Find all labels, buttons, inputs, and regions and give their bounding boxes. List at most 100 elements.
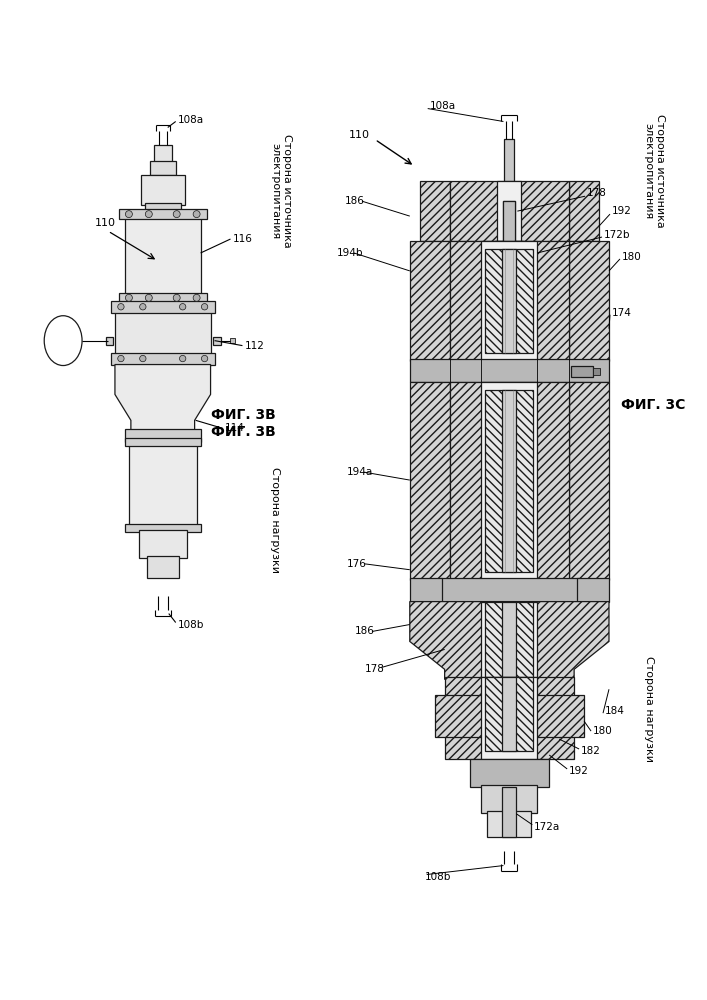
- Text: 178: 178: [587, 188, 607, 198]
- Text: ФИГ. 3С: ФИГ. 3С: [621, 398, 685, 412]
- Bar: [504, 139, 515, 201]
- Bar: [486, 249, 533, 353]
- Polygon shape: [496, 201, 523, 241]
- Bar: [125, 524, 201, 532]
- Bar: [410, 359, 609, 382]
- Bar: [139, 530, 187, 558]
- Circle shape: [180, 304, 186, 310]
- Text: 110: 110: [349, 130, 370, 140]
- Bar: [450, 181, 569, 241]
- Text: Сторона нагрузки: Сторона нагрузки: [644, 656, 654, 762]
- Bar: [420, 181, 450, 241]
- Bar: [410, 241, 450, 361]
- Bar: [486, 390, 533, 572]
- Circle shape: [146, 211, 152, 218]
- Bar: [503, 602, 516, 679]
- Bar: [503, 201, 515, 241]
- Bar: [481, 241, 537, 361]
- Bar: [125, 438, 201, 446]
- Bar: [503, 787, 516, 837]
- Bar: [593, 368, 600, 375]
- Text: 186: 186: [345, 196, 365, 206]
- Text: 108b: 108b: [177, 620, 204, 630]
- Text: ФИГ. 3В: ФИГ. 3В: [211, 425, 275, 439]
- Text: 174: 174: [612, 308, 632, 318]
- Bar: [119, 209, 206, 219]
- Text: 116: 116: [233, 234, 252, 244]
- Bar: [154, 145, 172, 163]
- Bar: [481, 602, 537, 679]
- Bar: [577, 578, 609, 602]
- Bar: [503, 677, 516, 751]
- Circle shape: [193, 211, 200, 218]
- Bar: [469, 759, 549, 787]
- Text: 192: 192: [612, 206, 632, 216]
- Bar: [150, 161, 176, 175]
- Bar: [569, 181, 599, 241]
- Bar: [435, 695, 584, 737]
- Text: 108a: 108a: [430, 101, 456, 111]
- Circle shape: [146, 294, 152, 301]
- Text: 108a: 108a: [177, 115, 204, 125]
- Text: Сторона нагрузки: Сторона нагрузки: [270, 467, 281, 573]
- Bar: [410, 578, 442, 602]
- Circle shape: [140, 304, 146, 310]
- Text: 178: 178: [365, 664, 385, 674]
- Text: 194a: 194a: [347, 467, 373, 477]
- Bar: [569, 382, 609, 580]
- Text: Сторона источника
электропитания: Сторона источника электропитания: [644, 114, 665, 228]
- Polygon shape: [410, 602, 609, 679]
- Bar: [141, 175, 185, 205]
- Bar: [125, 429, 201, 442]
- Bar: [119, 293, 206, 303]
- Bar: [450, 241, 569, 361]
- Bar: [481, 677, 537, 759]
- Bar: [230, 338, 235, 343]
- Circle shape: [193, 294, 200, 301]
- Bar: [115, 303, 211, 365]
- Bar: [498, 181, 521, 241]
- Text: 192: 192: [569, 766, 589, 776]
- Bar: [445, 677, 574, 759]
- Circle shape: [125, 211, 132, 218]
- Circle shape: [118, 304, 124, 310]
- Bar: [503, 390, 516, 572]
- Circle shape: [173, 211, 180, 218]
- Circle shape: [201, 355, 208, 362]
- Bar: [571, 366, 593, 377]
- Text: 114: 114: [225, 423, 245, 433]
- Bar: [440, 578, 579, 602]
- Bar: [111, 301, 214, 313]
- Text: 172b: 172b: [604, 230, 631, 240]
- Text: 180: 180: [622, 252, 642, 262]
- Bar: [147, 556, 179, 578]
- Bar: [481, 382, 537, 580]
- Bar: [569, 241, 609, 361]
- Circle shape: [125, 294, 132, 301]
- Bar: [487, 811, 531, 837]
- Text: 184: 184: [605, 706, 625, 716]
- Circle shape: [118, 355, 124, 362]
- Bar: [503, 249, 516, 353]
- Bar: [450, 382, 569, 580]
- Text: 110: 110: [95, 218, 115, 228]
- Bar: [481, 785, 537, 813]
- Text: 112: 112: [245, 341, 264, 351]
- Bar: [486, 602, 533, 679]
- Text: Сторона источника
электропитания: Сторона источника электропитания: [270, 134, 292, 248]
- Bar: [111, 353, 214, 365]
- Circle shape: [201, 304, 208, 310]
- Text: 180: 180: [593, 726, 613, 736]
- Text: 108b: 108b: [425, 872, 451, 882]
- Text: 194b: 194b: [337, 248, 363, 258]
- Circle shape: [180, 355, 186, 362]
- Bar: [213, 337, 221, 345]
- Bar: [125, 213, 201, 301]
- Circle shape: [140, 355, 146, 362]
- Bar: [145, 203, 181, 213]
- Text: ФИГ. 3В: ФИГ. 3В: [211, 408, 275, 422]
- Text: 182: 182: [581, 746, 601, 756]
- Bar: [106, 337, 113, 345]
- Bar: [410, 382, 450, 580]
- Text: 186: 186: [355, 626, 375, 636]
